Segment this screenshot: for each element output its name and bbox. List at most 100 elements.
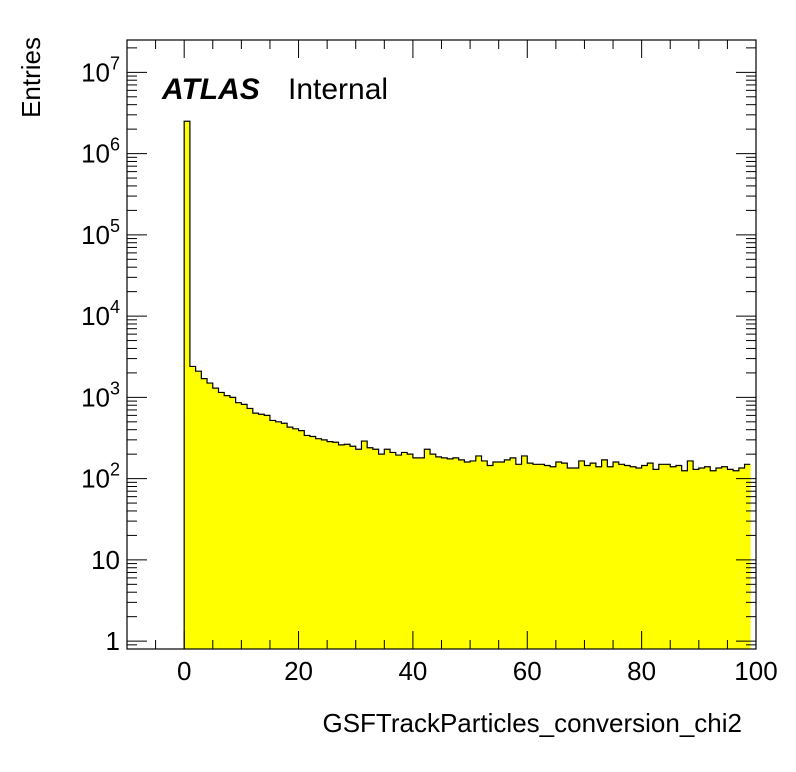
histogram-bin-79	[635, 468, 643, 649]
histogram-bin-18	[287, 427, 294, 649]
histogram-bin-74	[607, 466, 614, 649]
histogram-bin-32	[367, 447, 374, 649]
y-axis-ticks	[127, 47, 756, 650]
atlas-label: ATLAS	[161, 73, 260, 106]
x-tick-label: 0	[177, 656, 191, 686]
histogram-bin-35	[384, 449, 391, 649]
histogram-bin-88	[687, 460, 694, 649]
histogram-bin-44	[435, 456, 442, 649]
histogram-bin-97	[738, 468, 745, 649]
histogram-bin-52	[481, 460, 488, 649]
histogram-bin-91	[704, 466, 711, 649]
y-tick-label: 102	[81, 460, 120, 494]
histogram-bin-66	[561, 463, 568, 649]
histogram-bin-47	[452, 457, 460, 649]
histogram-bin-76	[618, 464, 625, 649]
histogram-bin-53	[487, 465, 494, 649]
histogram-bin-62	[538, 464, 545, 649]
histogram-bin-31	[361, 441, 368, 649]
histogram-bin-85	[670, 466, 677, 649]
histogram-bin-54	[492, 462, 500, 649]
histogram-bin-90	[698, 468, 705, 649]
histogram-bin-82	[653, 469, 660, 649]
y-tick-label: 107	[81, 53, 120, 87]
histogram-bin-87	[681, 470, 688, 649]
y-tick-label: 103	[81, 378, 120, 412]
histogram-bin-61	[532, 464, 540, 649]
histogram-bin-5	[212, 388, 219, 649]
x-axis-label: GSFTrackParticles_conversion_chi2	[322, 708, 742, 738]
histogram-bin-57	[510, 457, 517, 649]
histogram-bin-77	[624, 465, 631, 649]
histogram-bin-69	[578, 460, 585, 649]
histogram-bin-56	[504, 459, 511, 649]
y-tick-label: 10	[91, 545, 120, 575]
histogram-bin-94	[721, 466, 728, 649]
histogram-bin-1	[189, 366, 197, 649]
histogram-series	[183, 120, 751, 649]
x-axis-tick-labels: 0 20 40 60 80 100	[177, 656, 778, 686]
histogram-bin-25	[327, 441, 334, 649]
histogram-bin-92	[710, 470, 717, 649]
histogram-bin-26	[332, 442, 339, 649]
histogram-bin-2	[195, 371, 202, 649]
histogram-bin-84	[664, 464, 671, 649]
histogram-bin-67	[567, 468, 574, 649]
histogram-bin-45	[441, 457, 448, 649]
histogram-bin-59	[521, 455, 528, 649]
histogram-outline	[183, 120, 751, 649]
histogram-bin-24	[321, 439, 328, 649]
histogram-bin-43	[430, 454, 437, 649]
histogram-bin-78	[630, 466, 637, 649]
histogram-bin-75	[613, 462, 620, 649]
histogram-bin-40	[412, 457, 420, 649]
histogram-bin-7	[224, 395, 231, 649]
y-axis-label: Entries	[16, 37, 46, 118]
histogram-bin-30	[355, 449, 362, 649]
histogram-bin-50	[470, 460, 477, 649]
histogram-bin-89	[693, 469, 700, 649]
histogram-bin-38	[401, 452, 408, 649]
histogram-bin-58	[515, 464, 522, 649]
histogram-bin-22	[309, 436, 317, 649]
histogram-bin-37	[395, 455, 402, 649]
histogram-bin-68	[573, 468, 580, 649]
histogram-bin-49	[464, 462, 471, 649]
x-axis-ticks	[126, 40, 757, 649]
histogram-bin-55	[498, 462, 505, 649]
histogram-bin-34	[378, 454, 385, 649]
histogram-bin-70	[584, 465, 591, 649]
x-tick-label: 40	[398, 656, 427, 686]
histogram-bin-23	[315, 438, 322, 649]
histogram-bin-11	[247, 408, 254, 649]
histogram-bin-71	[590, 463, 597, 649]
histogram-bin-60	[527, 463, 534, 649]
histogram-bin-15	[269, 420, 277, 649]
y-tick-label: 105	[81, 216, 120, 250]
histogram-bin-28	[344, 444, 351, 649]
histogram-bin-80	[641, 465, 648, 649]
histogram-bin-51	[475, 455, 482, 649]
histogram-bin-6	[218, 392, 225, 649]
histogram-bin-95	[727, 469, 734, 649]
x-tick-label: 80	[627, 656, 656, 686]
histogram-bin-63	[544, 465, 551, 649]
histogram-bin-0	[184, 121, 191, 649]
histogram-bin-81	[647, 463, 654, 649]
histogram-bin-10	[241, 404, 248, 649]
histogram-bin-42	[424, 449, 431, 649]
histogram-bin-13	[258, 414, 265, 649]
histogram-bin-14	[264, 415, 271, 649]
histogram-bin-72	[595, 466, 603, 649]
histogram-bin-83	[658, 464, 665, 649]
histogram-bin-65	[555, 462, 562, 649]
x-tick-label: 100	[734, 656, 777, 686]
histogram-bin-19	[292, 428, 299, 649]
histogram-bin-93	[715, 468, 723, 649]
histogram-bin-12	[252, 413, 259, 649]
histogram-bin-3	[201, 378, 208, 649]
histogram-bin-27	[338, 444, 345, 649]
y-axis-tick-labels: 1 10 102 103 104 105 106 107	[81, 53, 120, 656]
histogram-bin-86	[675, 465, 683, 649]
histogram-bin-39	[407, 454, 414, 649]
